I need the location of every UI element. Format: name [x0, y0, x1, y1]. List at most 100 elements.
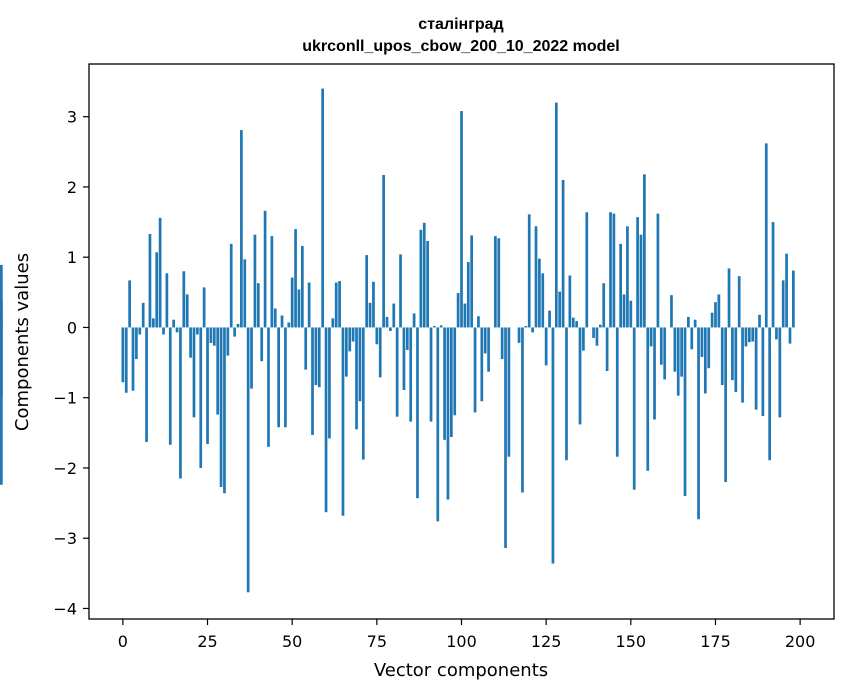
bar	[727, 268, 731, 328]
bar	[775, 327, 778, 340]
bar	[449, 327, 453, 438]
bars-group	[0, 88, 795, 593]
bar	[470, 235, 474, 328]
x-tick-label: 150	[616, 632, 647, 651]
bar	[128, 280, 131, 328]
bar	[768, 327, 772, 461]
bar	[202, 287, 206, 328]
bar	[741, 327, 744, 403]
bar	[626, 226, 629, 328]
bar	[229, 243, 233, 328]
x-tick-label: 0	[118, 632, 128, 651]
bar	[206, 327, 209, 445]
bar	[345, 327, 348, 377]
y-axis-label: Components values	[12, 253, 33, 431]
bar	[744, 327, 748, 347]
bar	[632, 327, 636, 490]
bar	[521, 327, 524, 493]
bar	[615, 327, 619, 457]
bar	[473, 327, 477, 413]
bar	[287, 322, 291, 328]
bar	[260, 327, 264, 362]
bar	[754, 327, 758, 410]
bar	[273, 308, 277, 328]
bar	[185, 294, 189, 328]
bar	[663, 327, 667, 380]
bar	[216, 327, 220, 415]
bar	[585, 212, 589, 328]
bar	[219, 327, 223, 487]
x-tick-label: 75	[367, 632, 387, 651]
bar	[162, 327, 165, 335]
bar	[179, 327, 182, 479]
bar	[453, 327, 457, 416]
x-tick-label: 125	[531, 632, 562, 651]
bar	[246, 327, 250, 593]
bar	[592, 327, 595, 338]
bar	[598, 324, 602, 328]
bar	[284, 327, 287, 428]
bar	[341, 327, 345, 516]
bar	[439, 325, 443, 328]
bar	[778, 327, 782, 418]
bar	[517, 327, 521, 343]
bar	[402, 327, 406, 390]
bar	[331, 318, 335, 328]
bar	[199, 327, 203, 468]
bar	[758, 314, 761, 328]
bar	[321, 88, 325, 328]
y-tick-label: 0	[67, 318, 77, 337]
bar	[731, 327, 734, 381]
bar	[250, 327, 253, 389]
bar	[419, 229, 423, 328]
bar	[124, 327, 128, 393]
bar	[639, 234, 643, 328]
bar	[351, 327, 355, 342]
bar	[392, 303, 396, 328]
y-tick-label: −4	[53, 599, 77, 618]
bar	[409, 327, 413, 422]
bar	[236, 323, 240, 328]
bar	[317, 327, 321, 388]
bar	[734, 327, 738, 393]
bar	[659, 327, 663, 365]
bar	[575, 321, 578, 328]
x-tick-label: 100	[446, 632, 477, 651]
bar	[531, 327, 534, 333]
bar	[487, 327, 490, 372]
bar	[443, 327, 446, 440]
bar	[619, 243, 623, 328]
bar	[196, 327, 199, 335]
bar	[483, 327, 487, 354]
bar	[389, 327, 392, 331]
bar	[565, 327, 568, 461]
bar	[240, 130, 243, 328]
bar	[571, 317, 575, 328]
bar	[172, 319, 176, 328]
bar	[314, 327, 318, 386]
bar	[155, 252, 159, 328]
bar	[131, 327, 135, 391]
bar	[138, 327, 142, 335]
bar	[121, 327, 125, 383]
y-tick-label: 3	[67, 108, 77, 127]
bar	[693, 319, 697, 328]
bar	[175, 327, 179, 333]
bar	[460, 111, 463, 328]
bar	[429, 327, 433, 422]
bar	[629, 300, 633, 328]
bar	[605, 327, 609, 372]
bar	[290, 277, 294, 328]
bar	[416, 327, 419, 499]
y-tick-label: 1	[67, 248, 77, 267]
bar	[148, 234, 152, 328]
bar	[480, 327, 484, 402]
bar	[494, 236, 497, 328]
bar	[233, 327, 236, 337]
bar	[554, 102, 558, 328]
y-tick-label: 2	[67, 178, 77, 197]
bar	[151, 318, 155, 328]
bar	[405, 327, 409, 350]
bar	[764, 143, 768, 328]
bar	[612, 213, 616, 328]
